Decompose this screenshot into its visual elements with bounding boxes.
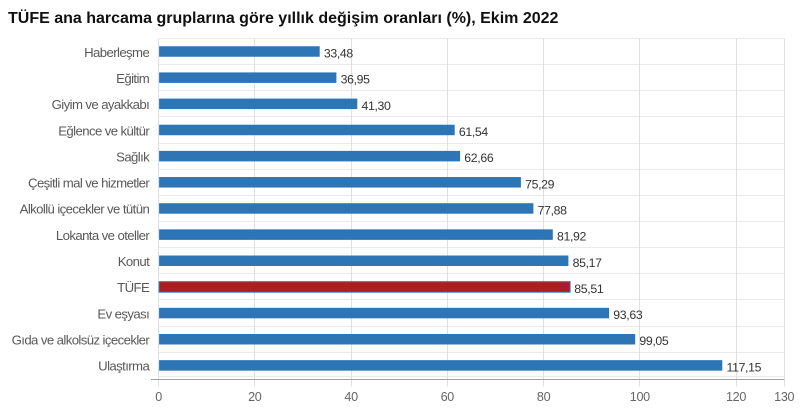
svg-text:61,54: 61,54 bbox=[459, 125, 489, 139]
svg-text:Haberleşme: Haberleşme bbox=[84, 45, 149, 60]
svg-text:81,92: 81,92 bbox=[557, 230, 587, 244]
svg-text:117,15: 117,15 bbox=[727, 360, 762, 374]
svg-text:20: 20 bbox=[248, 390, 262, 404]
svg-text:Alkollü içecekler ve tütün: Alkollü içecekler ve tütün bbox=[20, 202, 150, 217]
svg-text:Eğitim: Eğitim bbox=[116, 71, 150, 86]
svg-text:Lokanta ve oteller: Lokanta ve oteller bbox=[56, 228, 151, 243]
svg-text:Eğlence ve kültür: Eğlence ve kültür bbox=[58, 123, 150, 138]
svg-text:93,63: 93,63 bbox=[613, 308, 643, 322]
svg-text:Çeşitli mal ve hizmetler: Çeşitli mal ve hizmetler bbox=[28, 176, 150, 191]
svg-text:60: 60 bbox=[441, 390, 455, 404]
svg-text:Ev eşyası: Ev eşyası bbox=[97, 306, 149, 321]
svg-text:Giyim ve ayakkabı: Giyim ve ayakkabı bbox=[52, 97, 150, 112]
svg-text:33,48: 33,48 bbox=[324, 47, 354, 61]
svg-text:Sağlık: Sağlık bbox=[116, 149, 150, 164]
svg-text:Ulaştırma: Ulaştırma bbox=[98, 359, 150, 374]
svg-text:120: 120 bbox=[726, 390, 746, 404]
svg-text:TÜFE ana harcama gruplarına gö: TÜFE ana harcama gruplarına göre yıllık … bbox=[8, 8, 559, 27]
svg-text:0: 0 bbox=[155, 390, 162, 404]
svg-text:80: 80 bbox=[537, 390, 551, 404]
svg-text:Gıda ve alkolsüz içecekler: Gıda ve alkolsüz içecekler bbox=[12, 333, 151, 348]
svg-text:40: 40 bbox=[344, 390, 358, 404]
svg-text:99,05: 99,05 bbox=[639, 334, 669, 348]
svg-text:36,95: 36,95 bbox=[341, 73, 371, 87]
svg-text:Konut: Konut bbox=[118, 254, 150, 269]
svg-text:TÜFE: TÜFE bbox=[117, 280, 150, 295]
svg-text:130: 130 bbox=[774, 390, 794, 404]
svg-text:85,51: 85,51 bbox=[574, 282, 604, 296]
svg-text:85,17: 85,17 bbox=[573, 256, 603, 270]
svg-text:100: 100 bbox=[630, 390, 650, 404]
svg-text:77,88: 77,88 bbox=[538, 203, 568, 217]
svg-text:41,30: 41,30 bbox=[362, 99, 392, 113]
svg-text:62,66: 62,66 bbox=[464, 151, 494, 165]
svg-text:75,29: 75,29 bbox=[525, 177, 555, 191]
